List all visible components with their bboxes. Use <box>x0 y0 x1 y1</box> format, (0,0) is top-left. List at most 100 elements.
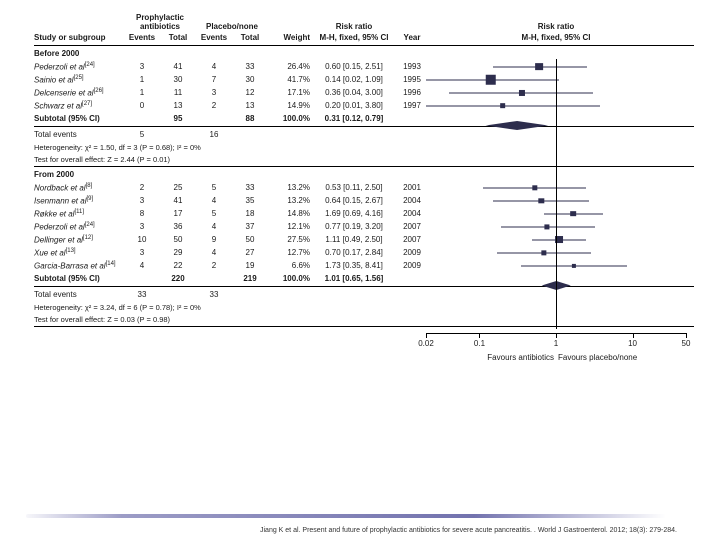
events2: 9 <box>196 235 232 244</box>
study-name: Sainio et al[25] <box>34 75 124 85</box>
events1: 3 <box>124 196 160 205</box>
tick-label: 0.02 <box>418 339 434 348</box>
events2: 3 <box>196 88 232 97</box>
weight: 12.7% <box>268 248 310 257</box>
hdr-rr-plot-sub: M-H, fixed, 95% CI <box>426 33 686 42</box>
study-row: Isenmann et al[9] 3 41 4 35 13.2% 0.64 [… <box>34 194 694 207</box>
hdr-rr-sub: M-H, fixed, 95% CI <box>310 33 398 42</box>
events2: 4 <box>196 222 232 231</box>
weight: 12.1% <box>268 222 310 231</box>
events1: 0 <box>124 101 160 110</box>
tick-label: 1 <box>554 339 558 348</box>
risk-ratio: 0.60 [0.15, 2.51] <box>310 62 398 71</box>
study-name: Delcenserie et al[26] <box>34 88 124 98</box>
decorative-underline <box>26 514 666 518</box>
total1: 29 <box>160 248 196 257</box>
overall-effect: Test for overall effect: Z = 0.03 (P = 0… <box>34 313 694 325</box>
total2: 33 <box>232 183 268 192</box>
study-name: Røkke et al[11] <box>34 209 124 219</box>
weight: 26.4% <box>268 62 310 71</box>
events1: 1 <box>124 88 160 97</box>
header-row-1: Prophylactic antibiotics Placebo/none Ri… <box>34 18 694 31</box>
total2: 33 <box>232 62 268 71</box>
hdr-events1: Events <box>124 33 160 42</box>
subtotal-row: Subtotal (95% CI) 220 219 100.0% 1.01 [0… <box>34 272 694 285</box>
risk-ratio: 0.70 [0.17, 2.84] <box>310 248 398 257</box>
year: 1996 <box>398 88 426 97</box>
year: 2007 <box>398 222 426 231</box>
reference-line <box>556 59 557 329</box>
weight: 14.8% <box>268 209 310 218</box>
weight: 14.9% <box>268 101 310 110</box>
hdr-events2: Events <box>196 33 232 42</box>
events1: 1 <box>124 75 160 84</box>
risk-ratio: 1.73 [0.35, 8.41] <box>310 261 398 270</box>
page: Prophylactic antibiotics Placebo/none Ri… <box>0 0 720 540</box>
events2: 4 <box>196 62 232 71</box>
study-row: Xue et al[13] 3 29 4 27 12.7% 0.70 [0.17… <box>34 246 694 259</box>
study-row: Schwarz et al[27] 0 13 2 13 14.9% 0.20 [… <box>34 99 694 112</box>
risk-ratio: 0.64 [0.15, 2.67] <box>310 196 398 205</box>
axis-left-label: Favours antibiotics <box>487 353 554 362</box>
hdr-weight: Weight <box>268 33 310 42</box>
hdr-study: Study or subgroup <box>34 33 124 42</box>
subtotal-row: Subtotal (95% CI) 95 88 100.0% 0.31 [0.1… <box>34 112 694 125</box>
weight: 17.1% <box>268 88 310 97</box>
tick-label: 0.1 <box>474 339 485 348</box>
events1: 10 <box>124 235 160 244</box>
risk-ratio: 0.36 [0.04, 3.00] <box>310 88 398 97</box>
total2: 35 <box>232 196 268 205</box>
study-name: Dellinger et al[12] <box>34 235 124 245</box>
events2: 5 <box>196 209 232 218</box>
study-row: Røkke et al[11] 8 17 5 18 14.8% 1.69 [0.… <box>34 207 694 220</box>
hdr-total2: Total <box>232 33 268 42</box>
events2: 2 <box>196 101 232 110</box>
events1: 3 <box>124 62 160 71</box>
rule <box>34 326 694 327</box>
tick-label: 50 <box>682 339 691 348</box>
rule <box>34 166 694 167</box>
events2: 2 <box>196 261 232 270</box>
total1: 25 <box>160 183 196 192</box>
total1: 11 <box>160 88 196 97</box>
year: 2004 <box>398 196 426 205</box>
weight: 13.2% <box>268 183 310 192</box>
risk-ratio: 1.11 [0.49, 2.50] <box>310 235 398 244</box>
total2: 13 <box>232 101 268 110</box>
study-row: Dellinger et al[12] 10 50 9 50 27.5% 1.1… <box>34 233 694 246</box>
overall-effect: Test for overall effect: Z = 2.44 (P = 0… <box>34 153 694 165</box>
study-row: Pederzoli et al[24] 3 36 4 37 12.1% 0.77… <box>34 220 694 233</box>
hdr-year: Year <box>398 33 426 42</box>
total1: 13 <box>160 101 196 110</box>
risk-ratio: 0.14 [0.02, 1.09] <box>310 75 398 84</box>
total2: 50 <box>232 235 268 244</box>
events1: 8 <box>124 209 160 218</box>
events2: 7 <box>196 75 232 84</box>
events1: 3 <box>124 222 160 231</box>
study-row: Sainio et al[25] 1 30 7 30 41.7% 0.14 [0… <box>34 73 694 86</box>
total2: 18 <box>232 209 268 218</box>
total1: 41 <box>160 62 196 71</box>
forest-plot-table: Prophylactic antibiotics Placebo/none Ri… <box>34 18 694 373</box>
axis: 0.02 0.1 1 10 50 Favours antibiotics Fav… <box>426 333 686 373</box>
axis-right-label: Favours placebo/none <box>558 353 637 362</box>
hdr-rr: Risk ratio <box>310 22 398 31</box>
year: 2004 <box>398 209 426 218</box>
hdr-rr-plot: Risk ratio <box>426 22 686 31</box>
subgroup-label: Before 2000 <box>34 47 694 60</box>
events1: 4 <box>124 261 160 270</box>
events2: 5 <box>196 183 232 192</box>
heterogeneity: Heterogeneity: χ² = 1.50, df = 3 (P = 0.… <box>34 141 694 153</box>
events2: 4 <box>196 196 232 205</box>
risk-ratio: 1.69 [0.69, 4.16] <box>310 209 398 218</box>
total1: 41 <box>160 196 196 205</box>
total1: 36 <box>160 222 196 231</box>
year: 2007 <box>398 235 426 244</box>
study-name: Isenmann et al[9] <box>34 196 124 206</box>
study-name: Garcia-Barrasa et al[14] <box>34 261 124 271</box>
weight: 27.5% <box>268 235 310 244</box>
study-row: Delcenserie et al[26] 1 11 3 12 17.1% 0.… <box>34 86 694 99</box>
study-name: Nordback et al[8] <box>34 183 124 193</box>
total2: 30 <box>232 75 268 84</box>
events1: 3 <box>124 248 160 257</box>
